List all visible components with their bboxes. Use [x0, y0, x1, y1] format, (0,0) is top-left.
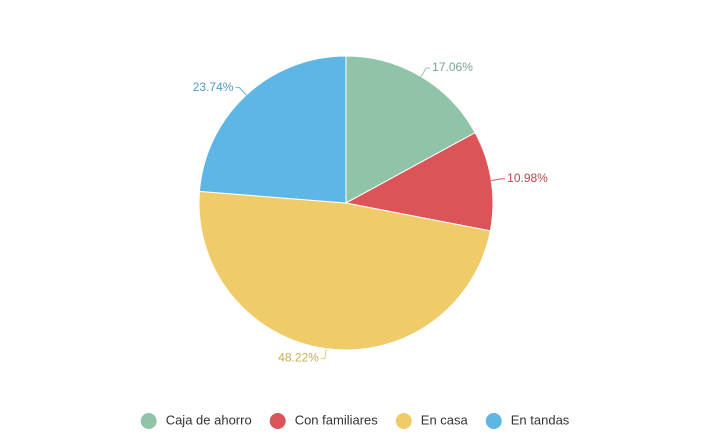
- leader-line: [491, 178, 506, 181]
- pie-slice: [198, 55, 347, 204]
- pie-slice: [344, 131, 494, 232]
- legend-label: En casa: [421, 412, 469, 427]
- leader-line: [320, 348, 327, 360]
- legend-label: Caja de ahorro: [166, 412, 252, 427]
- data-label: 48.22%: [278, 351, 319, 365]
- leader-line: [235, 87, 247, 96]
- legend-label: En tandas: [511, 412, 570, 427]
- data-label: 10.98%: [507, 171, 548, 185]
- leader-line: [420, 67, 431, 77]
- legend-label: Con familiares: [295, 412, 379, 427]
- legend-marker: [395, 413, 412, 429]
- pie-slice: [198, 190, 491, 351]
- data-label: 17.06%: [432, 60, 473, 74]
- legend-marker: [485, 413, 502, 429]
- data-label: 23.74%: [193, 80, 234, 94]
- legend-marker: [269, 413, 286, 429]
- legend-marker: [140, 413, 157, 429]
